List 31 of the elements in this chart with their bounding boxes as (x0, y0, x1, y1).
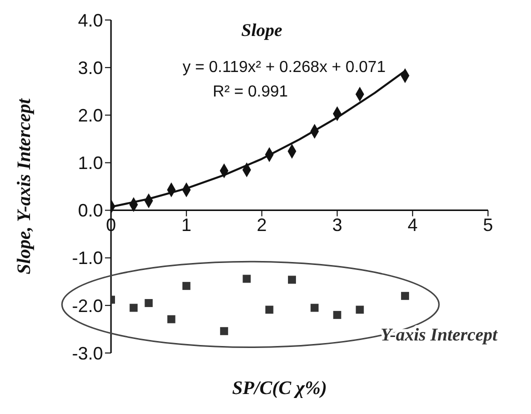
point (265, 306, 274, 314)
y-tick-label: -2.0 (72, 296, 103, 316)
point (130, 304, 138, 312)
point (182, 282, 190, 290)
y-tick-label: 3.0 (78, 58, 103, 78)
annotation: R² = 0.991 (212, 84, 288, 101)
point (401, 292, 410, 300)
x-axis-title: SP/C(C χ%) (232, 378, 327, 399)
x-tick-label: 3 (332, 215, 342, 236)
text: Slope (241, 20, 282, 40)
point (167, 315, 176, 324)
series-label: Y-axis Intercept (380, 324, 498, 344)
x-tick-label: 4 (408, 215, 418, 236)
annotation: y = 0.119x² + 0.268x + 0.071 (182, 58, 386, 76)
x-tick-label: 2 (256, 215, 267, 236)
x-tick-label: 1 (181, 215, 192, 236)
point (310, 304, 319, 312)
point (333, 310, 342, 319)
point (144, 299, 153, 308)
y-tick-label: -1.0 (72, 248, 103, 268)
y-tick-label: 4.0 (78, 10, 103, 30)
point (220, 327, 228, 336)
y-tick-label: -3.0 (72, 343, 103, 364)
y-axis-title: Slope, Y-axis Intercept (14, 98, 35, 274)
point (356, 306, 364, 314)
y-tick-label: 2.0 (78, 106, 103, 126)
y-tick-label: 0.0 (78, 200, 103, 221)
point (288, 276, 296, 284)
point (242, 274, 251, 283)
y-tick-label: 1.0 (78, 153, 103, 174)
x-tick-label: 5 (482, 215, 494, 236)
